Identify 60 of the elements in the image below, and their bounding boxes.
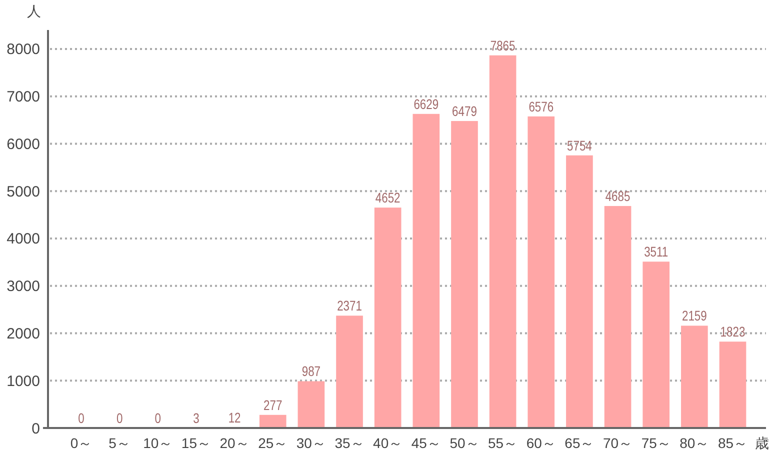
data-label: 1823 [720, 324, 746, 340]
bar [489, 55, 516, 428]
x-tick-label: 65～ [564, 435, 594, 451]
bar [719, 342, 746, 428]
bar [681, 326, 708, 428]
bar [374, 208, 402, 428]
data-label: 2159 [682, 308, 707, 324]
x-tick-label: 5～ [108, 435, 130, 451]
x-tick-label: 15～ [181, 435, 212, 451]
y-tick-label: 2000 [6, 325, 40, 342]
x-tick-label: 75～ [641, 435, 671, 451]
data-label: 6629 [414, 96, 439, 112]
y-tick-label: 6000 [6, 136, 40, 153]
x-tick-label: 80～ [680, 435, 710, 451]
y-tick-label: 5000 [6, 183, 40, 200]
x-tick-label: 70～ [602, 435, 633, 451]
x-tick-label: 0～ [70, 435, 92, 451]
data-label: 6479 [452, 104, 477, 120]
data-label: 3 [193, 410, 200, 426]
data-label: 0 [154, 410, 162, 426]
y-tick-label: 7000 [6, 88, 40, 106]
x-tick-label: 45～ [411, 435, 441, 451]
bar [259, 414, 286, 428]
data-label: 5754 [567, 138, 592, 154]
data-label: 0 [78, 410, 84, 426]
data-label: 3511 [644, 244, 668, 260]
x-tick-label: 10～ [143, 435, 173, 451]
data-label: 987 [302, 364, 321, 380]
data-label: 2371 [337, 298, 362, 314]
data-label: 277 [264, 398, 282, 414]
x-tick-label: 40～ [373, 435, 403, 451]
bar [336, 316, 363, 428]
data-label: 0 [116, 410, 123, 426]
bar [451, 121, 478, 428]
x-tick-label: 50～ [450, 435, 480, 451]
data-label: 12 [228, 410, 241, 426]
y-tick-label: 8000 [6, 41, 40, 58]
y-tick-label: 3000 [6, 278, 40, 296]
y-tick-label: 1000 [6, 372, 40, 390]
bar [528, 116, 555, 428]
x-tick-label: 60～ [526, 435, 556, 451]
x-tick-label: 25～ [258, 435, 288, 451]
bar [566, 155, 593, 428]
x-axis-title: 歳 [755, 435, 769, 451]
data-label: 4652 [375, 190, 400, 206]
bar [412, 114, 440, 428]
data-label: 7865 [490, 38, 516, 54]
data-label: 6576 [528, 99, 554, 115]
bar [604, 206, 632, 428]
y-tick-label: 4000 [6, 230, 40, 248]
bar [298, 381, 325, 428]
y-axis-title: 人 [27, 3, 41, 19]
bar [642, 262, 670, 428]
data-label: 4685 [605, 188, 630, 204]
x-tick-label: 35～ [334, 435, 364, 451]
x-tick-label: 20～ [220, 435, 250, 451]
x-tick-label: 55～ [488, 435, 518, 451]
x-tick-label: 85～ [718, 435, 748, 451]
y-tick-label: 0 [32, 420, 40, 438]
x-tick-label: 30～ [296, 435, 326, 451]
